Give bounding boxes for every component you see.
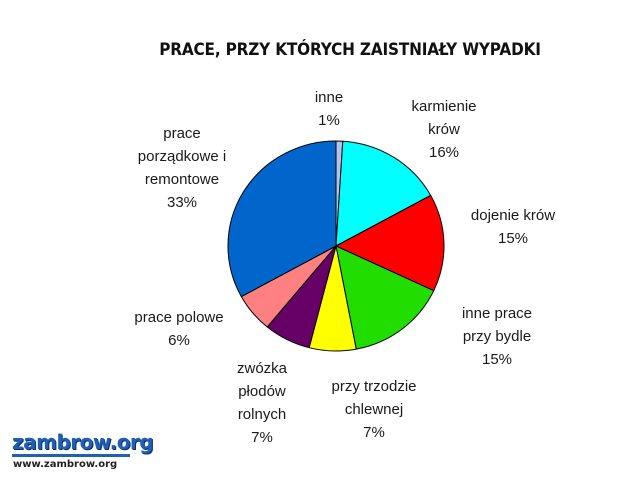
slice-label-6: prace polowe 6% <box>134 306 223 352</box>
slice-label-7: prace porządkowe i remontowe 33% <box>138 122 226 214</box>
slice-label-line: 1% <box>318 112 340 129</box>
slice-label-line: remontowe <box>144 171 220 188</box>
slice-label-4: przy trzodzie chlewnej 7% <box>331 375 416 444</box>
slice-label-line: 15% <box>481 351 513 368</box>
slice-label-line: rolnych <box>237 406 287 423</box>
slice-label-line: zwózka <box>236 360 288 377</box>
slice-label-line: płodów <box>238 383 286 400</box>
pie-slice-1 <box>335 140 432 247</box>
slice-label-line: przy bydle <box>462 328 532 345</box>
slice-label-line: porządkowe i <box>137 148 227 165</box>
logo-name: zambrow.org <box>12 430 154 454</box>
slice-label-1: karmienie krów 16% <box>411 95 476 164</box>
pie-slice-7 <box>227 140 337 298</box>
chart-title: PRACE, PRZY KTÓRYCH ZAISTNIAŁY WYPADKI <box>159 40 541 60</box>
slice-label-line: 33% <box>166 194 198 211</box>
logo-underline <box>12 454 130 457</box>
slice-label-line: przy trzodzie <box>331 378 417 395</box>
slice-label-line: karmienie <box>411 98 477 115</box>
slice-label-0: inne 1% <box>315 86 343 132</box>
slice-label-line: inne <box>314 89 344 106</box>
logo-url: www.zambrow.org <box>13 459 118 470</box>
slice-label-5: zwózka płodów rolnych 7% <box>237 357 287 449</box>
slice-label-line: prace <box>163 125 201 142</box>
slice-label-line: 15% <box>497 230 529 247</box>
slice-label-line: prace polowe <box>134 309 224 326</box>
slice-label-line: chlewnej <box>344 401 404 418</box>
slice-label-line: 16% <box>428 144 460 161</box>
site-logo[interactable]: zambrow.org www.zambrow.org <box>12 430 154 472</box>
pie-slice-3 <box>335 245 435 350</box>
slice-label-2: dojenie krów 15% <box>471 204 555 250</box>
slice-label-3: inne prace przy bydle 15% <box>462 302 532 371</box>
pie-slice-2 <box>334 194 445 292</box>
slice-label-line: 7% <box>251 429 273 446</box>
slice-label-line: 7% <box>363 424 385 441</box>
slice-label-line: krów <box>428 121 460 138</box>
slice-label-line: dojenie krów <box>470 207 556 224</box>
slice-label-line: inne prace <box>461 305 533 322</box>
slice-label-line: 6% <box>168 332 190 349</box>
